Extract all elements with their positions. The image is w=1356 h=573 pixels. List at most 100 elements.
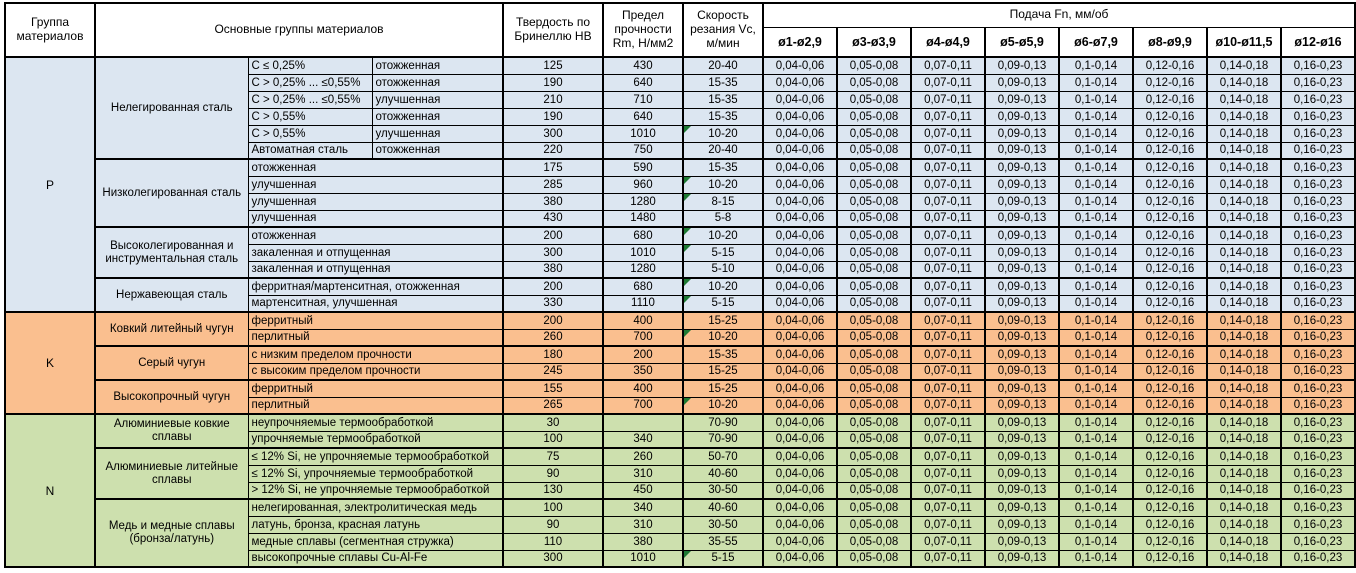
feed-cell[interactable]: 0,07-0,11 <box>910 277 986 296</box>
strength-cell[interactable]: 680 <box>602 226 684 245</box>
feed-cell[interactable]: 0,1-0,14 <box>1058 124 1134 143</box>
feed-cell[interactable]: 0,14-0,18 <box>1206 413 1282 432</box>
feed-cell[interactable]: 0,04-0,06 <box>762 90 838 109</box>
feed-cell[interactable]: 0,14-0,18 <box>1206 362 1282 381</box>
feed-cell[interactable]: 0,05-0,08 <box>836 447 912 466</box>
feed-cell[interactable]: 0,1-0,14 <box>1058 260 1134 279</box>
material-group-name-cell[interactable]: Высоколегированная и инструментальная ст… <box>94 226 249 279</box>
feed-cell[interactable]: 0,12-0,16 <box>1132 243 1208 262</box>
feed-cell[interactable]: 0,07-0,11 <box>910 396 986 415</box>
feed-cell[interactable]: 0,07-0,11 <box>910 124 986 143</box>
feed-cell[interactable]: 0,04-0,06 <box>762 464 838 483</box>
strength-cell[interactable]: 430 <box>602 56 684 75</box>
feed-cell[interactable]: 0,14-0,18 <box>1206 56 1282 75</box>
feed-cell[interactable]: 0,16-0,23 <box>1279 73 1356 92</box>
feed-cell[interactable]: 0,09-0,13 <box>984 481 1060 500</box>
strength-cell[interactable]: 350 <box>602 362 684 381</box>
strength-cell[interactable]: 590 <box>602 158 684 177</box>
feed-cell[interactable]: 0,07-0,11 <box>910 362 986 381</box>
feed-cell[interactable]: 0,1-0,14 <box>1058 277 1134 296</box>
feed-cell[interactable]: 0,16-0,23 <box>1279 294 1356 313</box>
header-diameter-7[interactable]: ø10-ø11,5 <box>1206 26 1282 58</box>
feed-cell[interactable]: 0,16-0,23 <box>1279 447 1356 466</box>
feed-cell[interactable]: 0,16-0,23 <box>1279 379 1356 398</box>
feed-cell[interactable]: 0,07-0,11 <box>910 430 986 449</box>
material-detail-cell[interactable]: ферритный <box>247 379 504 398</box>
material-state-cell[interactable]: отожженная <box>371 56 504 75</box>
feed-cell[interactable]: 0,12-0,16 <box>1132 345 1208 364</box>
feed-cell[interactable]: 0,14-0,18 <box>1206 532 1282 551</box>
feed-cell[interactable]: 0,1-0,14 <box>1058 158 1134 177</box>
feed-cell[interactable]: 0,1-0,14 <box>1058 481 1134 500</box>
speed-cell[interactable]: 5-15 <box>682 243 764 262</box>
feed-cell[interactable]: 0,05-0,08 <box>836 260 912 279</box>
feed-cell[interactable]: 0,12-0,16 <box>1132 124 1208 143</box>
feed-cell[interactable]: 0,12-0,16 <box>1132 481 1208 500</box>
material-subtype-cell[interactable]: C > 0,55% <box>247 124 373 143</box>
feed-cell[interactable]: 0,07-0,11 <box>910 192 986 211</box>
header-diameter-5[interactable]: ø6-ø7,9 <box>1058 26 1134 58</box>
feed-cell[interactable]: 0,1-0,14 <box>1058 141 1134 160</box>
feed-cell[interactable]: 0,07-0,11 <box>910 243 986 262</box>
feed-cell[interactable]: 0,05-0,08 <box>836 362 912 381</box>
feed-cell[interactable]: 0,14-0,18 <box>1206 260 1282 279</box>
strength-cell[interactable]: 1280 <box>602 260 684 279</box>
speed-cell[interactable]: 40-60 <box>682 498 764 517</box>
feed-cell[interactable]: 0,16-0,23 <box>1279 158 1356 177</box>
feed-cell[interactable]: 0,04-0,06 <box>762 447 838 466</box>
strength-cell[interactable]: 1110 <box>602 294 684 313</box>
feed-cell[interactable]: 0,1-0,14 <box>1058 532 1134 551</box>
strength-cell[interactable]: 380 <box>602 532 684 551</box>
feed-cell[interactable]: 0,1-0,14 <box>1058 192 1134 211</box>
hardness-cell[interactable]: 190 <box>502 107 604 126</box>
feed-cell[interactable]: 0,09-0,13 <box>984 311 1060 330</box>
feed-cell[interactable]: 0,05-0,08 <box>836 141 912 160</box>
feed-cell[interactable]: 0,07-0,11 <box>910 498 986 517</box>
hardness-cell[interactable]: 180 <box>502 345 604 364</box>
feed-cell[interactable]: 0,12-0,16 <box>1132 362 1208 381</box>
feed-cell[interactable]: 0,07-0,11 <box>910 532 986 551</box>
feed-cell[interactable]: 0,05-0,08 <box>836 226 912 245</box>
speed-cell[interactable]: 10-20 <box>682 124 764 143</box>
feed-cell[interactable]: 0,04-0,06 <box>762 124 838 143</box>
feed-cell[interactable]: 0,07-0,11 <box>910 90 986 109</box>
feed-cell[interactable]: 0,09-0,13 <box>984 396 1060 415</box>
hardness-cell[interactable]: 430 <box>502 209 604 228</box>
group-letter-cell[interactable]: K <box>4 311 96 415</box>
feed-cell[interactable]: 0,14-0,18 <box>1206 90 1282 109</box>
material-detail-cell[interactable]: закаленная и отпущенная <box>247 260 504 279</box>
feed-cell[interactable]: 0,09-0,13 <box>984 379 1060 398</box>
header-diameter-8[interactable]: ø12-ø16 <box>1279 26 1356 58</box>
material-detail-cell[interactable]: закаленная и отпущенная <box>247 243 504 262</box>
feed-cell[interactable]: 0,16-0,23 <box>1279 498 1356 517</box>
strength-cell[interactable]: 1280 <box>602 192 684 211</box>
speed-cell[interactable]: 15-25 <box>682 379 764 398</box>
material-detail-cell[interactable]: > 12% Si, не упрочняемые термообработкой <box>247 481 504 500</box>
feed-cell[interactable]: 0,04-0,06 <box>762 345 838 364</box>
feed-cell[interactable]: 0,04-0,06 <box>762 549 838 568</box>
feed-cell[interactable]: 0,09-0,13 <box>984 209 1060 228</box>
feed-cell[interactable]: 0,14-0,18 <box>1206 328 1282 347</box>
feed-cell[interactable]: 0,1-0,14 <box>1058 498 1134 517</box>
speed-cell[interactable]: 70-90 <box>682 413 764 432</box>
feed-cell[interactable]: 0,1-0,14 <box>1058 379 1134 398</box>
feed-cell[interactable]: 0,07-0,11 <box>910 226 986 245</box>
feed-cell[interactable]: 0,16-0,23 <box>1279 430 1356 449</box>
speed-cell[interactable]: 20-40 <box>682 141 764 160</box>
material-detail-cell[interactable]: ≤ 12% Si, не упрочняемые термообработкой <box>247 447 504 466</box>
header-diameter-2[interactable]: ø3-ø3,9 <box>836 26 912 58</box>
strength-cell[interactable]: 710 <box>602 90 684 109</box>
speed-cell[interactable]: 5-10 <box>682 260 764 279</box>
feed-cell[interactable]: 0,12-0,16 <box>1132 464 1208 483</box>
strength-cell[interactable]: 700 <box>602 328 684 347</box>
feed-cell[interactable]: 0,09-0,13 <box>984 158 1060 177</box>
feed-cell[interactable]: 0,16-0,23 <box>1279 277 1356 296</box>
feed-cell[interactable]: 0,12-0,16 <box>1132 226 1208 245</box>
header-feed[interactable]: Подача Fn, мм/об <box>761 2 1356 28</box>
strength-cell[interactable]: 340 <box>602 430 684 449</box>
feed-cell[interactable]: 0,16-0,23 <box>1279 464 1356 483</box>
material-detail-cell[interactable]: мартенситная, улучшенная <box>247 294 504 313</box>
material-detail-cell[interactable]: ферритная/мартенситная, отожженная <box>247 277 504 296</box>
speed-cell[interactable]: 70-90 <box>682 430 764 449</box>
material-group-name-cell[interactable]: Высокопрочный чугун <box>94 379 249 415</box>
